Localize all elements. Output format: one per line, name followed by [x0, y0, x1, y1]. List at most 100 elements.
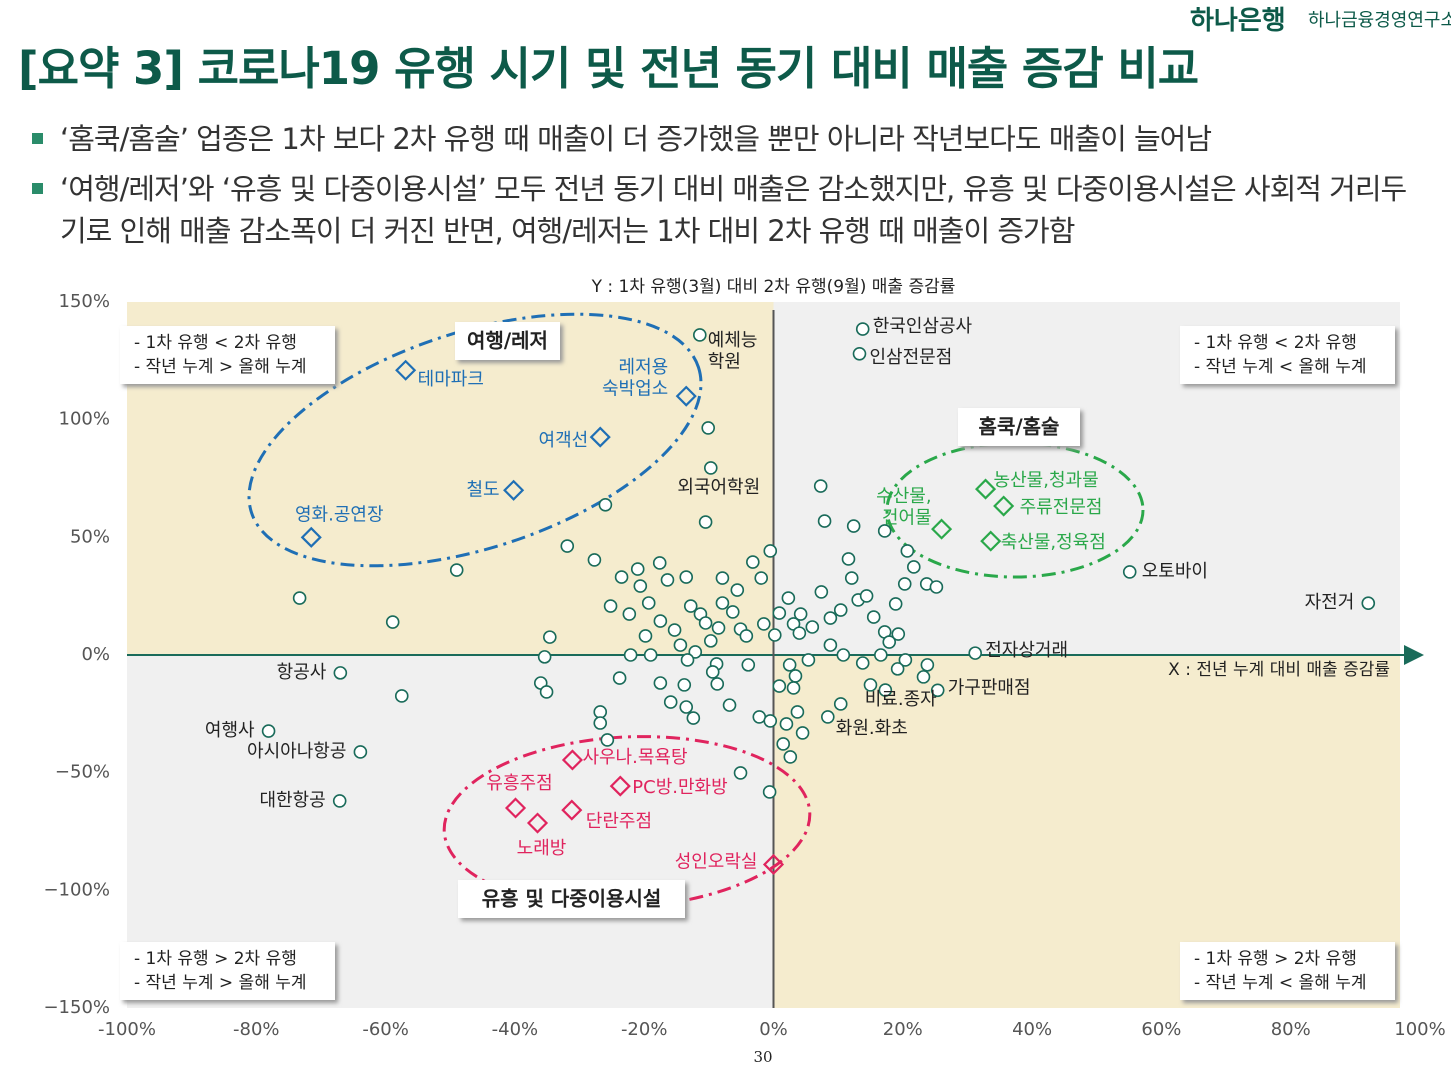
data-point — [587, 553, 602, 567]
data-point — [874, 648, 888, 662]
data-point — [503, 479, 525, 501]
title: [요약 3] 코로나19 유행 시기 및 전년 동기 대비 매출 증감 비교 — [18, 42, 1199, 95]
data-point — [863, 678, 878, 692]
data-point — [833, 603, 848, 617]
data-point — [821, 710, 835, 724]
group-outline — [442, 735, 812, 909]
data-point — [638, 629, 653, 643]
y-tick-label: 50% — [70, 526, 110, 547]
x-tick-label: 0% — [759, 1019, 788, 1040]
data-point — [722, 698, 737, 712]
data-point — [757, 617, 771, 631]
note-text: - 1차 유행 < 2차 유행 — [1194, 333, 1357, 353]
data-point — [593, 705, 608, 719]
data-point — [526, 812, 549, 834]
data-point — [763, 714, 778, 728]
data-point — [663, 695, 678, 709]
note-text: - 1차 유행 < 2차 유행 — [134, 333, 297, 353]
data-point — [698, 616, 713, 630]
data-point — [677, 678, 692, 692]
point-label: 비료.종자 — [865, 689, 937, 710]
x-tick-label: -100% — [98, 1019, 156, 1040]
bullet: ‘여행/레저’와 ‘유흥 및 다중이용시설’ 모두 전년 동기 대비 매출은 감… — [32, 168, 1430, 252]
x-axis-title: X : 전년 누계 대비 매출 증감률 — [1168, 660, 1390, 680]
x-tick-label: -80% — [233, 1019, 280, 1040]
data-point — [543, 630, 557, 644]
data-point — [353, 745, 368, 759]
data-point — [733, 766, 748, 780]
data-point — [730, 583, 745, 597]
data-point — [643, 648, 658, 662]
data-point — [593, 716, 608, 730]
data-point — [653, 614, 668, 628]
data-point — [739, 629, 754, 643]
note-text: - 작년 누계 < 올해 누계 — [1194, 973, 1367, 993]
y-tick-label: 150% — [59, 291, 110, 312]
data-point — [823, 611, 838, 625]
data-point — [833, 697, 848, 711]
data-point — [877, 524, 892, 538]
point-label: 레저용 숙박업소 — [602, 357, 668, 400]
y-tick-label: 100% — [59, 409, 110, 430]
note-text: - 작년 누계 > 올해 누계 — [134, 357, 307, 377]
data-point — [1122, 565, 1137, 579]
data-point — [598, 498, 613, 512]
data-point — [793, 607, 808, 621]
group-box — [455, 322, 560, 360]
data-point — [767, 628, 782, 642]
x-tick-label: 40% — [1012, 1019, 1052, 1040]
data-point — [653, 676, 668, 690]
data-point — [792, 626, 807, 640]
data-point — [641, 596, 656, 610]
group-box — [458, 880, 685, 918]
data-point — [878, 683, 893, 697]
data-point — [890, 662, 905, 676]
data-point — [929, 580, 944, 594]
data-point — [600, 733, 615, 747]
data-point — [993, 495, 1015, 517]
note-box — [1180, 942, 1395, 1000]
data-point — [561, 799, 583, 821]
data-point — [836, 648, 851, 662]
data-point — [930, 683, 945, 698]
data-point — [449, 563, 464, 577]
data-point — [561, 749, 583, 771]
note-text: - 1차 유행 > 2차 유행 — [134, 949, 297, 969]
point-label: 테마파크 — [418, 369, 484, 390]
data-point — [968, 646, 983, 660]
data-point — [560, 539, 575, 553]
point-label: 항공사 — [277, 662, 327, 683]
point-label: 수산물, 건어물 — [876, 486, 931, 529]
data-point — [630, 562, 645, 576]
legend-label: 유흥 및 다중이용시설 — [482, 887, 662, 911]
data-point — [980, 530, 1002, 552]
data-point — [612, 671, 627, 685]
data-point — [667, 623, 682, 637]
data-point — [772, 679, 787, 693]
point-label: 대한항공 — [259, 790, 325, 811]
point-label: 가구판매점 — [948, 677, 1031, 698]
data-point — [795, 726, 810, 740]
data-point — [817, 514, 832, 528]
data-point — [679, 570, 694, 584]
point-label: 여객선 — [539, 430, 589, 451]
data-point — [688, 645, 703, 659]
y-tick-label: 0% — [81, 644, 110, 665]
data-point — [609, 775, 631, 797]
data-point — [762, 785, 777, 799]
x-tick-label: 20% — [883, 1019, 923, 1040]
data-point — [701, 421, 716, 435]
data-point — [622, 607, 637, 621]
institute: 하나금융경영연구소 — [1308, 10, 1451, 31]
data-point — [504, 797, 527, 819]
data-point — [683, 599, 698, 613]
y-tick-label: −100% — [43, 879, 110, 900]
data-point — [779, 717, 794, 731]
data-point — [781, 591, 796, 605]
point-label: 노래방 — [517, 838, 567, 859]
data-point — [855, 322, 870, 336]
data-point — [882, 635, 897, 649]
point-label: 주류전문점 — [1020, 497, 1103, 518]
data-point — [261, 724, 276, 738]
point-label: 철도 — [466, 479, 499, 500]
